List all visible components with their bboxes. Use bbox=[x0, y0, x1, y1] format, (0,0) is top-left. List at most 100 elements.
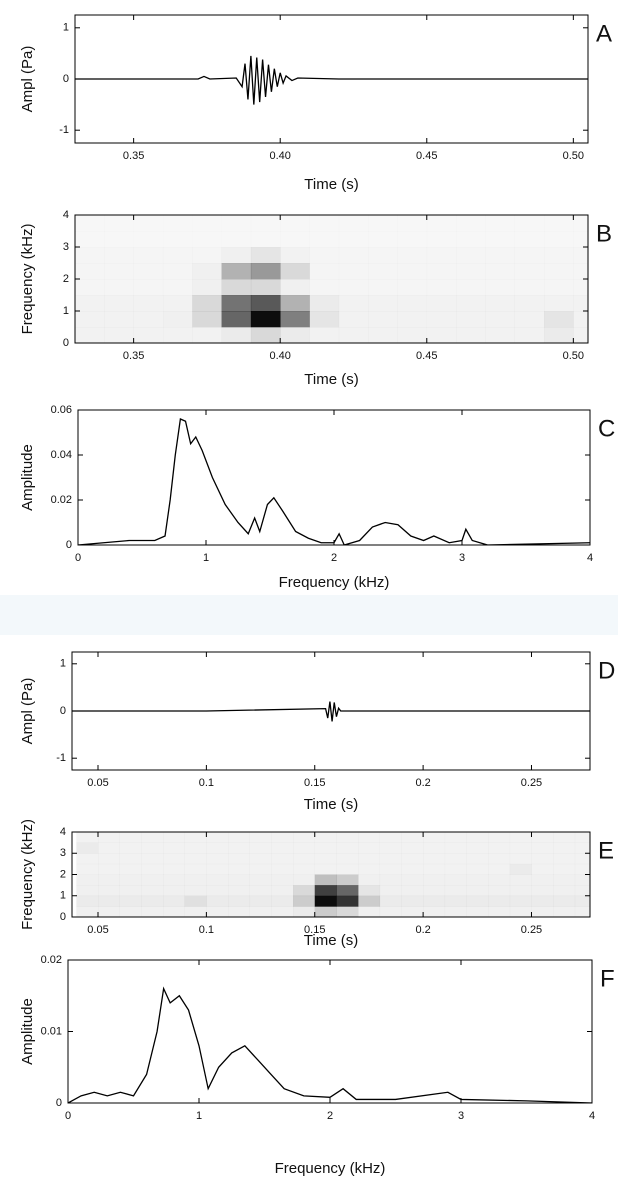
heatmap-cell bbox=[280, 327, 310, 343]
heatmap-cell bbox=[531, 832, 554, 843]
y-axis-label: Frequency (kHz) bbox=[19, 819, 36, 930]
heatmap-cell bbox=[401, 863, 424, 875]
x-tick-label: 0.25 bbox=[521, 777, 542, 789]
heatmap-cell bbox=[104, 311, 134, 328]
heatmap-cell bbox=[133, 295, 164, 312]
heatmap-cell bbox=[544, 231, 574, 247]
heatmap-cell bbox=[271, 832, 294, 843]
heatmap-cell bbox=[280, 247, 310, 264]
heatmap-cell bbox=[509, 895, 532, 907]
heatmap-cell bbox=[339, 231, 369, 247]
heatmap-cell bbox=[206, 842, 229, 854]
heatmap-cell bbox=[133, 327, 164, 343]
heatmap-cell bbox=[423, 842, 446, 854]
heatmap-cell bbox=[280, 215, 310, 231]
heatmap-cell bbox=[338, 295, 369, 312]
x-tick-label: 3 bbox=[459, 552, 465, 564]
heatmap-cell bbox=[222, 231, 252, 247]
heatmap-cell bbox=[456, 263, 486, 280]
x-axis-label: Frequency (kHz) bbox=[279, 574, 390, 591]
heatmap-cell bbox=[250, 327, 281, 343]
heatmap-cell bbox=[309, 327, 340, 343]
heatmap-cell bbox=[531, 885, 554, 897]
heatmap-cell bbox=[133, 263, 164, 280]
heatmap-cell bbox=[423, 906, 446, 917]
heatmap-cell bbox=[75, 263, 105, 280]
heatmap-cell bbox=[379, 906, 402, 917]
heatmap-cell bbox=[206, 895, 229, 907]
heatmap-cell bbox=[119, 853, 142, 865]
heatmap-cell bbox=[444, 863, 467, 875]
heatmap-cell bbox=[401, 895, 424, 907]
heatmap bbox=[76, 832, 590, 917]
heatmap-cell bbox=[397, 215, 427, 231]
heatmap-cell bbox=[456, 231, 486, 247]
heatmap-cell bbox=[228, 895, 251, 907]
heatmap-cell bbox=[206, 832, 229, 843]
heatmap-cell bbox=[309, 311, 340, 328]
heatmap-cell bbox=[426, 279, 457, 296]
heatmap-cell bbox=[162, 279, 193, 296]
heatmap-cell bbox=[379, 895, 402, 907]
heatmap-cell bbox=[514, 279, 545, 296]
x-axis-label: Time (s) bbox=[304, 796, 358, 813]
heatmap-cell bbox=[336, 874, 359, 886]
heatmap-cell bbox=[141, 863, 164, 875]
heatmap-cell bbox=[104, 231, 134, 247]
plot-frame bbox=[77, 409, 591, 546]
heatmap-cell bbox=[368, 311, 398, 328]
heatmap-cell bbox=[368, 279, 398, 296]
heatmap-cell bbox=[141, 842, 164, 854]
heatmap-cell bbox=[514, 295, 545, 312]
heatmap-cell bbox=[573, 279, 588, 296]
heatmap-cell bbox=[553, 853, 576, 865]
heatmap-cell bbox=[228, 906, 251, 917]
x-tick-label: 0.1 bbox=[199, 777, 214, 789]
y-tick-label: 4 bbox=[60, 826, 66, 838]
heatmap-cell bbox=[358, 842, 381, 854]
heatmap-cell bbox=[184, 885, 207, 897]
line bbox=[72, 701, 590, 722]
heatmap-cell bbox=[75, 215, 105, 231]
heatmap bbox=[75, 215, 588, 343]
heatmap-cell bbox=[544, 327, 574, 343]
heatmap-cell bbox=[358, 863, 381, 875]
heatmap-cell bbox=[221, 279, 252, 296]
heatmap-cell bbox=[221, 295, 252, 312]
heatmap-cell bbox=[104, 327, 134, 343]
heatmap-cell bbox=[228, 842, 251, 854]
heatmap-cell bbox=[293, 842, 316, 854]
heatmap-cell bbox=[184, 842, 207, 854]
heatmap-cell bbox=[427, 231, 457, 247]
heatmap-cell bbox=[134, 231, 164, 247]
heatmap-cell bbox=[119, 906, 142, 917]
heatmap-cell bbox=[76, 906, 99, 917]
heatmap-cell bbox=[426, 311, 457, 328]
heatmap-cell bbox=[368, 327, 398, 343]
heatmap-cell bbox=[379, 874, 402, 886]
heatmap-cell bbox=[98, 842, 120, 854]
y-tick-label: -1 bbox=[59, 124, 69, 136]
heatmap-cell bbox=[310, 231, 340, 247]
heatmap-cell bbox=[423, 885, 446, 897]
x-tick-label: 0.2 bbox=[415, 777, 430, 789]
heatmap-cell bbox=[379, 853, 402, 865]
plot-frame bbox=[67, 959, 593, 1104]
heatmap-cell bbox=[544, 215, 574, 231]
x-tick-label: 0.05 bbox=[87, 924, 108, 936]
separator-band bbox=[0, 595, 618, 635]
y-axis-label: Frequency (kHz) bbox=[19, 224, 36, 335]
heatmap-cell bbox=[221, 327, 252, 343]
heatmap-cell bbox=[249, 853, 272, 865]
heatmap-cell bbox=[192, 327, 222, 343]
heatmap-cell bbox=[249, 906, 272, 917]
heatmap-cell bbox=[544, 247, 574, 264]
x-tick-label: 0.35 bbox=[123, 150, 144, 162]
x-tick-label: 4 bbox=[587, 552, 593, 564]
y-tick-label: 1 bbox=[63, 305, 69, 317]
heatmap-cell bbox=[250, 247, 281, 264]
heatmap-cell bbox=[119, 895, 142, 907]
x-tick-label: 0.35 bbox=[123, 350, 144, 362]
heatmap-cell bbox=[574, 906, 590, 917]
heatmap-cell bbox=[163, 215, 193, 231]
